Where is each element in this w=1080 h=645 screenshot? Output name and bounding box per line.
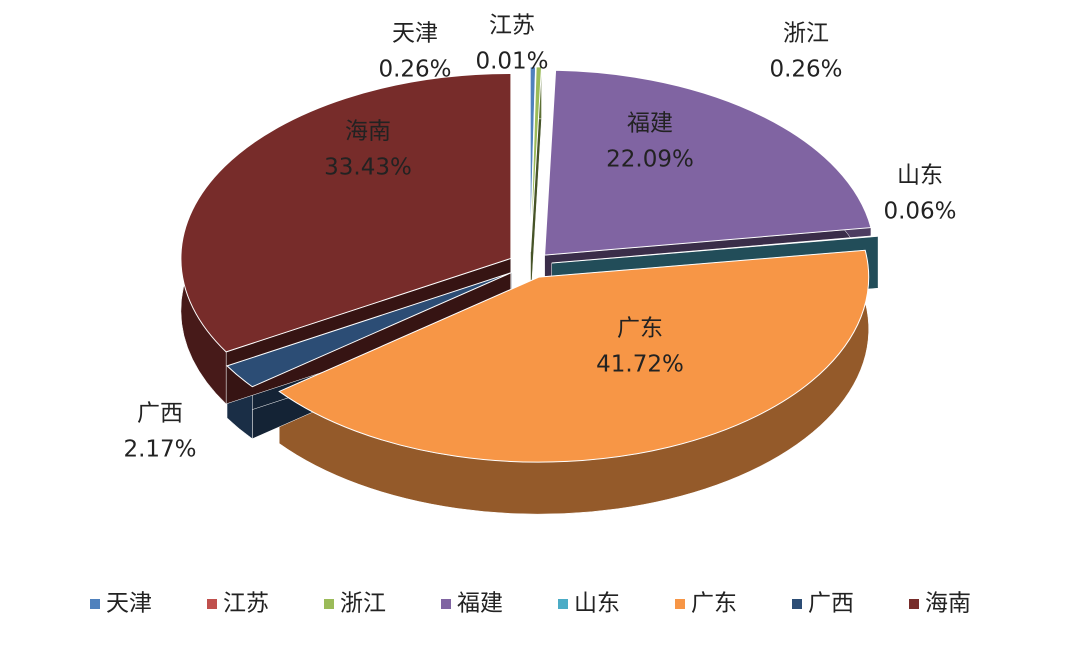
legend-label: 天津 — [106, 591, 152, 617]
slice-value-label: 41.72% — [596, 352, 684, 378]
slice-category-label: 山东 — [897, 163, 943, 189]
slice-value-label: 22.09% — [606, 147, 694, 173]
slice-category-label: 广西 — [137, 401, 183, 427]
pie-slice — [278, 249, 870, 463]
slice-tops — [180, 66, 879, 463]
slice-category-label: 浙江 — [783, 21, 829, 47]
slice-category-label: 天津 — [392, 21, 438, 47]
pie-slice — [551, 234, 879, 264]
slice-value-label: 0.26% — [769, 57, 842, 83]
slice-value-label: 0.01% — [475, 49, 548, 75]
slice-category-label: 江苏 — [489, 13, 535, 39]
slice-category-label: 广东 — [617, 316, 663, 342]
legend-swatch — [909, 599, 919, 609]
legend-label: 海南 — [925, 591, 971, 617]
pie-slice — [226, 271, 513, 388]
slice-category-label: 海南 — [345, 119, 391, 145]
legend-swatch — [324, 599, 334, 609]
legend-label: 广西 — [808, 591, 854, 617]
slice-value-label: 0.06% — [883, 199, 956, 225]
legend-swatch — [90, 599, 100, 609]
legend-label: 浙江 — [340, 591, 386, 617]
legend-swatch — [792, 599, 802, 609]
pie-slice — [544, 69, 872, 256]
slice-value-label: 2.17% — [123, 437, 196, 463]
legend-label: 山东 — [574, 591, 620, 617]
slice-value-label: 0.26% — [378, 57, 451, 83]
legend-swatch — [558, 599, 568, 609]
pie-slice — [180, 72, 512, 353]
legend-swatch — [207, 599, 217, 609]
pie-slice — [530, 66, 543, 252]
legend-swatch — [441, 599, 451, 609]
legend-swatch — [675, 599, 685, 609]
slice-category-label: 福建 — [627, 111, 673, 137]
slice-value-label: 33.43% — [324, 155, 412, 181]
legend-label: 广东 — [691, 591, 737, 617]
legend-label: 福建 — [457, 591, 503, 617]
legend-label: 江苏 — [223, 591, 269, 617]
